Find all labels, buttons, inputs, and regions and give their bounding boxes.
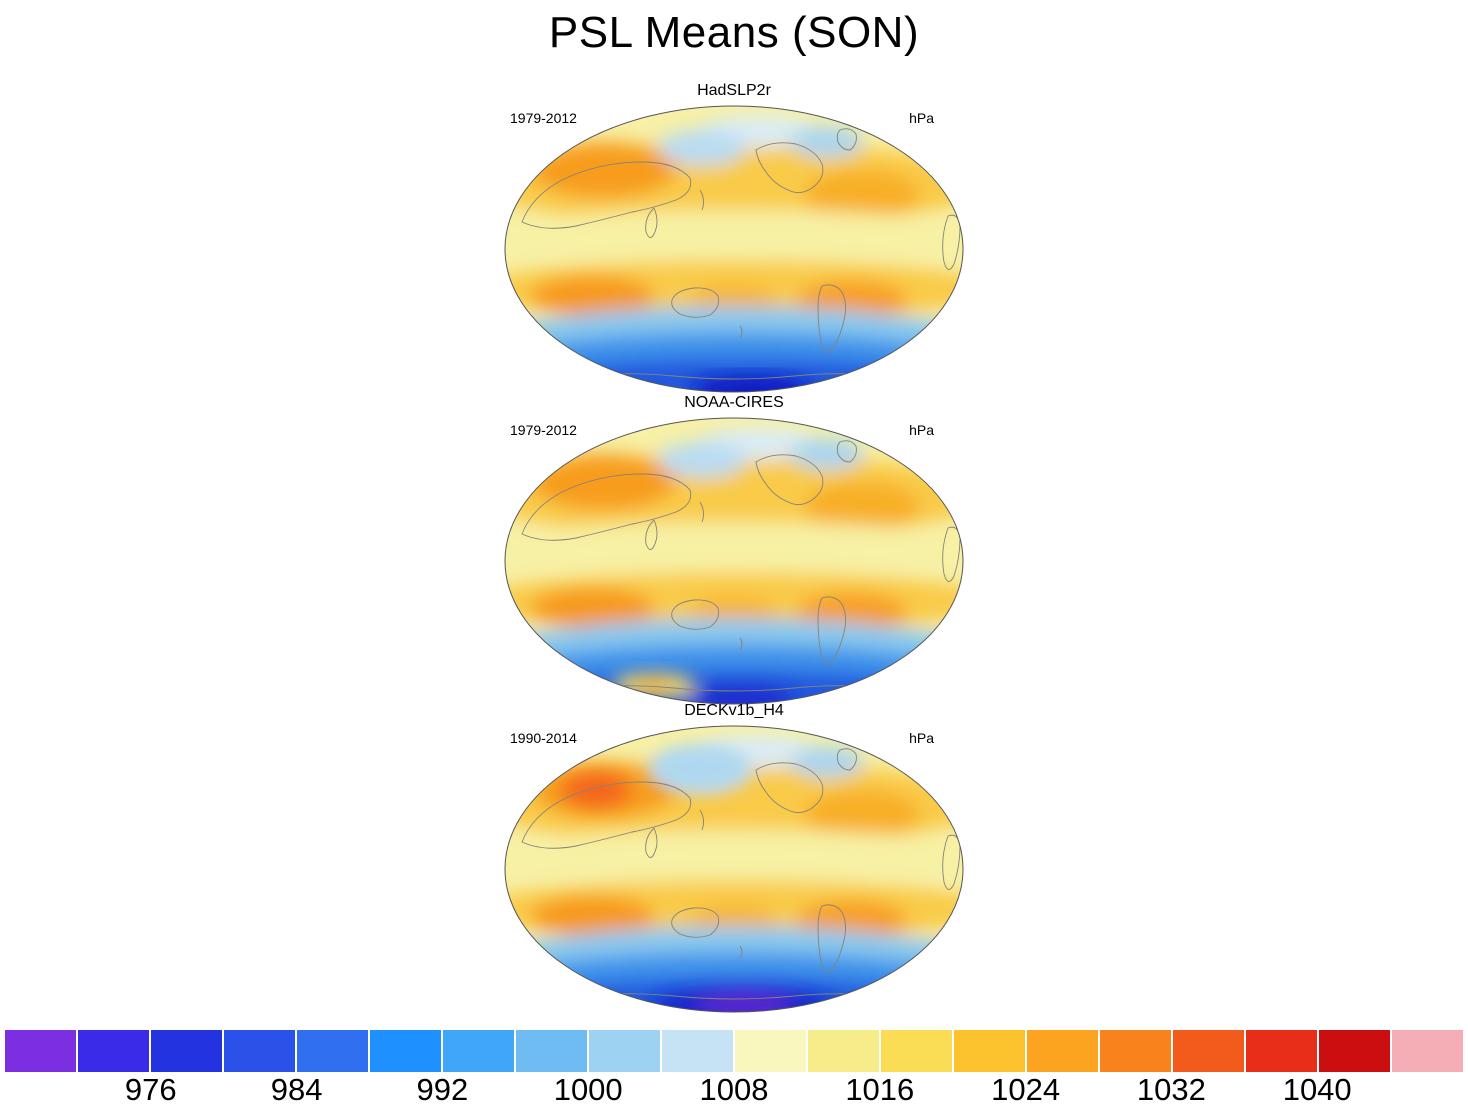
colorbar-tick-label: 1024 (991, 1072, 1061, 1107)
colorbar-ticks: 976 984 992 1000 1008 1016 1024 1032 1040 (5, 1072, 1463, 1114)
panel-units-label: hPa (909, 110, 934, 126)
colorbar-cell (1319, 1030, 1390, 1072)
colorbar-cell (1246, 1030, 1317, 1072)
panel-period-label: 1990-2014 (510, 730, 577, 746)
colorbar-tick-label: 1040 (1282, 1072, 1352, 1107)
colorbar-tick-label: 992 (416, 1072, 469, 1107)
colorbar-tick-label: 984 (270, 1072, 323, 1107)
colorbar-cell (1027, 1030, 1098, 1072)
colorbar-cell (808, 1030, 879, 1072)
colorbar-cell (151, 1030, 222, 1072)
colorbar-cell (5, 1030, 76, 1072)
colorbar-cell (443, 1030, 514, 1072)
colorbar-tick-label: 976 (124, 1072, 177, 1107)
colorbar-cell (224, 1030, 295, 1072)
colorbar-cell (662, 1030, 733, 1072)
panel-title: NOAA-CIRES (684, 394, 784, 411)
panel-deckv1b-h4: DECKv1b_H4 1990-2014 hPa (504, 702, 964, 1016)
map-noaa-cires (504, 416, 964, 706)
panel-noaa-cires: NOAA-CIRES 1979-2012 hPa (504, 394, 964, 708)
colorbar-tick-label: 1000 (553, 1072, 623, 1107)
colorbar-cell (297, 1030, 368, 1072)
colorbar-cell (516, 1030, 587, 1072)
panel-title: HadSLP2r (697, 82, 771, 99)
colorbar-cell (735, 1030, 806, 1072)
panel-units-label: hPa (909, 422, 934, 438)
colorbar-cell (881, 1030, 952, 1072)
colorbar-tick-label: 1016 (845, 1072, 915, 1107)
panel-units-label: hPa (909, 730, 934, 746)
colorbar-cell (1173, 1030, 1244, 1072)
map-hadslp2r (504, 104, 964, 394)
colorbar (5, 1030, 1463, 1072)
map-deckv1b-h4 (504, 724, 964, 1014)
figure-title: PSL Means (SON) (548, 8, 920, 57)
panel-period-label: 1979-2012 (510, 422, 577, 438)
colorbar-cell (1392, 1030, 1463, 1072)
panel-title: DECKv1b_H4 (684, 702, 784, 719)
colorbar-cell (589, 1030, 660, 1072)
colorbar-cell (954, 1030, 1025, 1072)
colorbar-cell (1100, 1030, 1171, 1072)
colorbar-tick-label: 1032 (1136, 1072, 1206, 1107)
panel-period-label: 1979-2012 (510, 110, 577, 126)
colorbar-cell (78, 1030, 149, 1072)
panel-hadslp2r: HadSLP2r 1979-2012 hPa (504, 82, 964, 396)
colorbar-cell (370, 1030, 441, 1072)
map-extras-antarctic-low (692, 376, 812, 392)
colorbar-tick-label: 1008 (699, 1072, 769, 1107)
